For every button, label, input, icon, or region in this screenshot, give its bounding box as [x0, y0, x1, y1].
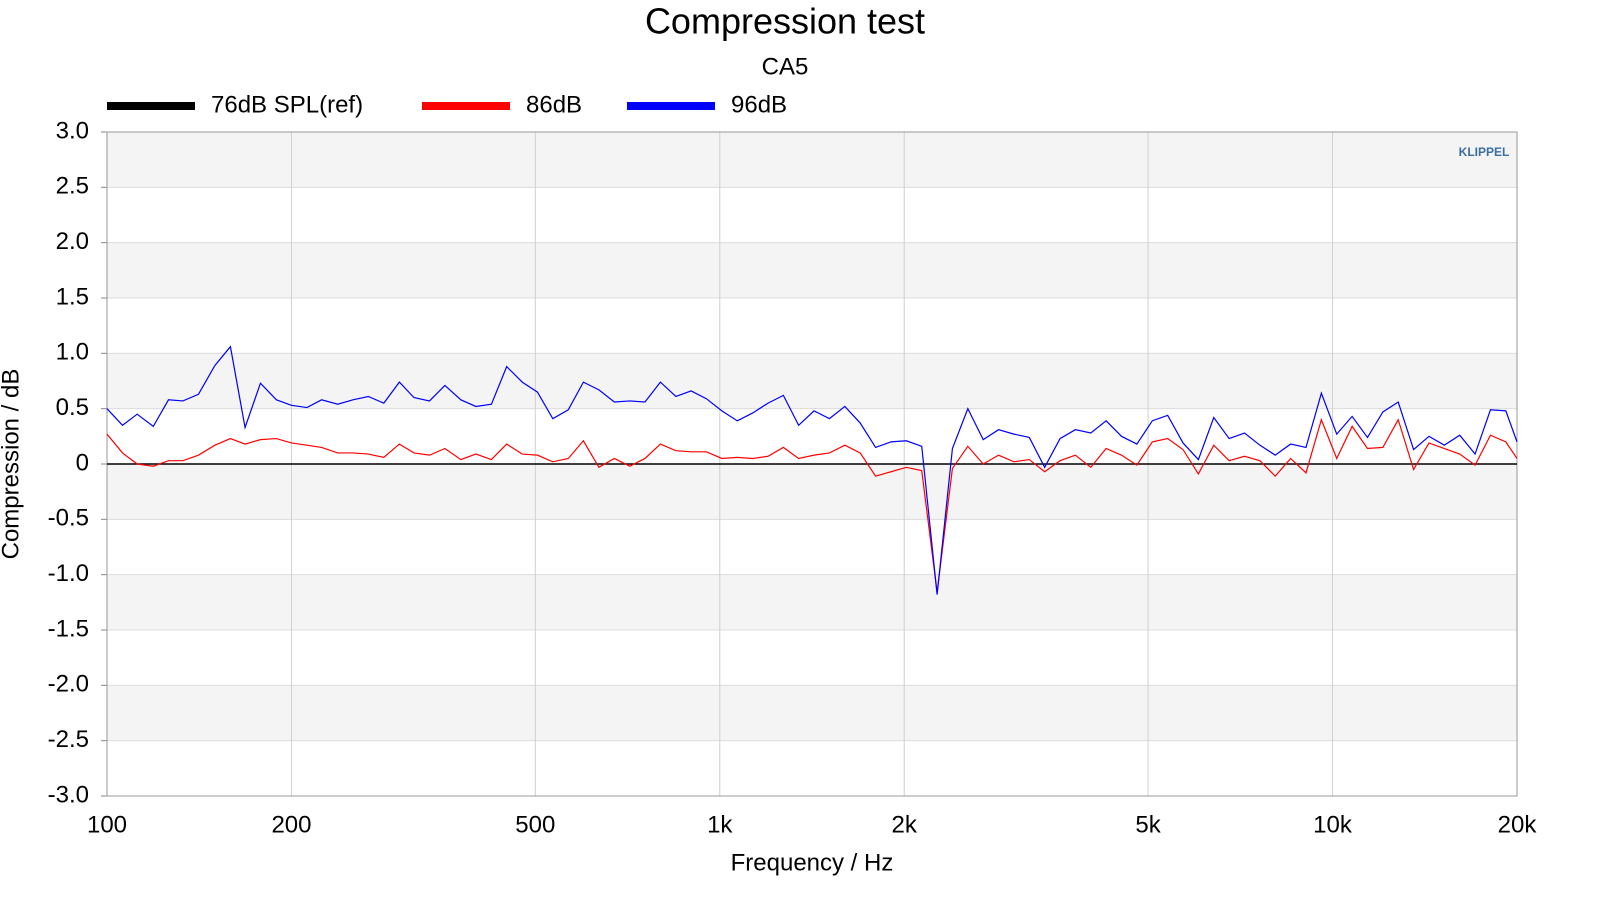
grid-band: [107, 353, 1517, 409]
chart-title: Compression test: [645, 1, 925, 42]
y-tick-label: -2.0: [48, 671, 89, 698]
y-tick-label: -0.5: [48, 505, 89, 532]
x-tick-label: 10k: [1313, 811, 1353, 838]
y-axis-label: Compression / dB: [0, 369, 24, 560]
y-tick-label: 0: [76, 449, 89, 476]
x-tick-label: 5k: [1135, 811, 1161, 838]
legend-label: 76dB SPL(ref): [211, 91, 363, 118]
x-tick-label: 200: [271, 811, 311, 838]
grid-band: [107, 132, 1517, 188]
y-tick-label: 2.0: [56, 228, 89, 255]
series-line: [106, 417, 1518, 593]
x-tick-label: 1k: [707, 811, 733, 838]
grid-band: [107, 685, 1517, 741]
y-tick-label: 0.5: [56, 394, 89, 421]
y-tick-label: -2.5: [48, 726, 89, 753]
watermark: KLIPPEL: [1459, 145, 1510, 159]
x-tick-label: 500: [515, 811, 555, 838]
legend-label: 96dB: [731, 91, 787, 118]
x-tick-label: 100: [87, 811, 127, 838]
y-tick-label: 1.0: [56, 339, 89, 366]
x-axis-label: Frequency / Hz: [731, 849, 894, 876]
y-tick-label: -1.0: [48, 560, 89, 587]
y-tick-label: 1.5: [56, 283, 89, 310]
grid-band: [107, 574, 1517, 630]
y-tick-label: -3.0: [48, 781, 89, 808]
grid-band: [107, 242, 1517, 298]
x-tick-label: 2k: [892, 811, 918, 838]
chart-subtitle: CA5: [762, 53, 809, 80]
grid-band: [107, 464, 1517, 520]
y-tick-label: 3.0: [56, 117, 89, 144]
series-line: [106, 345, 1518, 595]
x-tick-label: 20k: [1498, 811, 1538, 838]
y-tick-label: -1.5: [48, 615, 89, 642]
legend-label: 86dB: [526, 91, 582, 118]
y-tick-label: 2.5: [56, 173, 89, 200]
